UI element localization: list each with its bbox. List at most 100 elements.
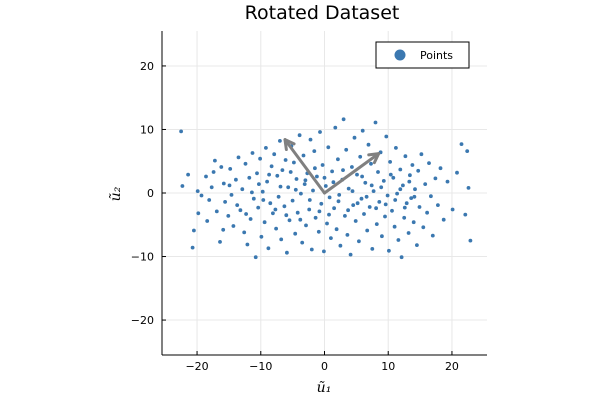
data-point bbox=[341, 117, 346, 122]
data-point bbox=[352, 135, 357, 140]
data-point bbox=[374, 222, 379, 227]
data-point bbox=[293, 231, 298, 236]
data-point bbox=[303, 178, 308, 183]
data-point bbox=[214, 209, 219, 214]
data-point bbox=[307, 207, 312, 212]
data-point bbox=[304, 223, 308, 228]
data-point bbox=[209, 185, 214, 190]
data-point bbox=[373, 120, 378, 125]
data-point bbox=[345, 233, 350, 237]
data-point bbox=[427, 161, 431, 166]
data-point bbox=[318, 130, 322, 134]
data-point bbox=[278, 184, 283, 189]
data-point bbox=[459, 142, 464, 147]
data-point bbox=[329, 236, 333, 241]
data-point bbox=[367, 205, 372, 209]
data-point bbox=[350, 189, 355, 194]
data-point bbox=[279, 237, 284, 242]
data-point bbox=[235, 203, 240, 208]
data-point bbox=[355, 172, 359, 177]
data-point bbox=[410, 163, 415, 167]
data-point bbox=[380, 234, 384, 239]
data-point bbox=[425, 210, 429, 215]
data-point bbox=[350, 165, 354, 169]
data-point bbox=[383, 214, 387, 219]
data-point bbox=[412, 194, 417, 199]
data-point bbox=[234, 177, 238, 182]
data-point bbox=[301, 153, 306, 158]
data-point bbox=[423, 182, 428, 187]
data-point bbox=[219, 165, 224, 169]
data-point bbox=[411, 220, 416, 225]
data-point bbox=[293, 187, 298, 192]
y-tick-label: −20 bbox=[131, 314, 154, 327]
data-point bbox=[247, 175, 252, 180]
legend-box bbox=[375, 41, 470, 69]
data-point bbox=[396, 238, 401, 242]
data-point bbox=[332, 206, 336, 211]
data-point bbox=[369, 183, 374, 188]
data-point bbox=[265, 179, 269, 184]
data-point bbox=[351, 203, 356, 208]
arrow-head bbox=[283, 138, 296, 152]
data-point bbox=[283, 158, 288, 162]
data-point bbox=[242, 230, 247, 235]
data-point bbox=[331, 180, 336, 185]
data-point bbox=[227, 183, 232, 188]
data-point bbox=[379, 185, 384, 190]
data-point bbox=[348, 252, 353, 257]
data-point bbox=[419, 152, 424, 157]
data-point bbox=[282, 204, 287, 209]
data-point bbox=[312, 149, 317, 154]
data-point bbox=[253, 255, 258, 260]
data-point bbox=[221, 181, 226, 186]
data-point bbox=[388, 160, 392, 164]
y-ticks: −20 −10 0 10 20 bbox=[131, 60, 166, 327]
data-point bbox=[264, 146, 268, 150]
data-point bbox=[231, 224, 236, 228]
arrow-head bbox=[367, 152, 381, 165]
legend-label: Points bbox=[420, 49, 453, 62]
data-point bbox=[438, 166, 443, 171]
data-point bbox=[436, 203, 440, 208]
data-point bbox=[320, 163, 325, 167]
data-point bbox=[297, 133, 302, 138]
data-point bbox=[179, 129, 184, 134]
data-point bbox=[325, 221, 329, 226]
data-point bbox=[383, 202, 388, 207]
data-point bbox=[256, 205, 261, 210]
data-point bbox=[421, 225, 426, 230]
data-point bbox=[429, 194, 433, 199]
data-point bbox=[309, 247, 314, 252]
data-point bbox=[243, 161, 248, 166]
data-point bbox=[315, 174, 319, 179]
data-point bbox=[267, 172, 271, 177]
data-point bbox=[316, 229, 321, 234]
data-point bbox=[336, 157, 340, 162]
data-point bbox=[408, 173, 412, 178]
data-point bbox=[266, 246, 271, 251]
data-point bbox=[196, 211, 201, 216]
data-point bbox=[244, 212, 249, 216]
data-point bbox=[226, 214, 231, 218]
data-point bbox=[344, 147, 349, 152]
data-point bbox=[298, 217, 303, 222]
data-point bbox=[288, 170, 293, 174]
arrows-layer bbox=[283, 138, 381, 195]
data-point bbox=[333, 125, 338, 130]
data-point bbox=[338, 243, 343, 248]
x-tick-label: 0 bbox=[321, 360, 328, 373]
data-point bbox=[292, 160, 296, 165]
x-tick-label: −10 bbox=[249, 360, 272, 373]
data-point bbox=[262, 220, 267, 225]
data-point bbox=[308, 137, 313, 142]
data-point bbox=[259, 234, 264, 239]
data-point bbox=[238, 208, 243, 213]
data-point bbox=[223, 200, 228, 204]
data-point bbox=[398, 167, 403, 172]
data-point bbox=[221, 227, 226, 232]
data-point bbox=[357, 239, 361, 244]
data-point bbox=[272, 152, 277, 157]
data-point bbox=[404, 201, 409, 206]
